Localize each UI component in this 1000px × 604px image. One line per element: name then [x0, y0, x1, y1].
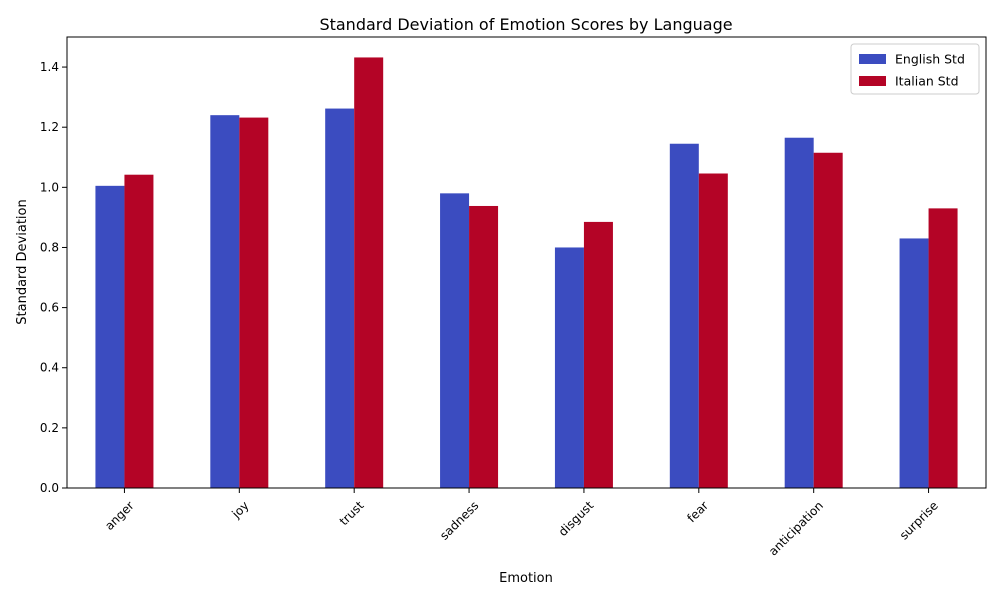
legend-swatch	[859, 76, 886, 86]
x-tick-label: fear	[684, 498, 711, 525]
bar-italian-std-trust	[354, 57, 384, 488]
bar-italian-std-anger	[124, 174, 154, 489]
bar-english-std-joy	[210, 115, 240, 488]
y-tick-label: 0.4	[40, 361, 59, 375]
y-tick-label: 0.0	[40, 481, 59, 495]
y-tick-label: 0.2	[40, 421, 59, 435]
bar-english-std-surprise	[899, 238, 929, 488]
bar-italian-std-surprise	[928, 208, 958, 488]
legend-label: Italian Std	[895, 74, 959, 89]
x-axis-ticks: anger joy trust sadness disgust fear anticipat…	[102, 488, 941, 558]
bar-english-std-anger	[95, 185, 125, 488]
x-tick-label: joy	[228, 498, 251, 521]
y-axis-ticks: 0.0 0.2 0.4 0.6 0.8 1.0 1.2 1.4	[40, 60, 67, 495]
x-tick-label: surprise	[897, 498, 941, 542]
bar-italian-std-joy	[239, 117, 269, 488]
legend-label: English Std	[895, 52, 965, 67]
bar-italian-std-anticipation	[813, 152, 843, 489]
x-tick-label: anger	[102, 498, 137, 533]
legend: English Std Italian Std	[850, 43, 980, 95]
bar-english-std-sadness	[440, 193, 470, 488]
bar-english-std-disgust	[554, 247, 584, 488]
x-tick-label: trust	[337, 498, 367, 528]
y-axis-label: Standard Deviation	[15, 199, 30, 324]
x-axis-label: Emotion	[499, 571, 553, 586]
bar-english-std-trust	[325, 108, 355, 489]
bars-group	[95, 57, 958, 489]
legend-swatch	[859, 54, 886, 64]
bar-italian-std-disgust	[583, 221, 613, 488]
bar-italian-std-fear	[698, 173, 728, 488]
bar-english-std-anticipation	[784, 137, 814, 488]
y-tick-label: 0.6	[40, 301, 59, 315]
bar-italian-std-sadness	[469, 205, 499, 488]
y-tick-label: 1.4	[40, 60, 59, 74]
x-tick-label: disgust	[556, 498, 597, 539]
x-tick-label: sadness	[437, 498, 481, 542]
plot-frame	[66, 36, 987, 489]
y-tick-label: 0.8	[40, 240, 59, 254]
x-tick-label: anticipation	[766, 498, 826, 558]
y-tick-label: 1.0	[40, 180, 59, 194]
bar-english-std-fear	[669, 143, 699, 488]
y-tick-label: 1.2	[40, 120, 59, 134]
chart-title: Standard Deviation of Emotion Scores by …	[319, 15, 732, 34]
